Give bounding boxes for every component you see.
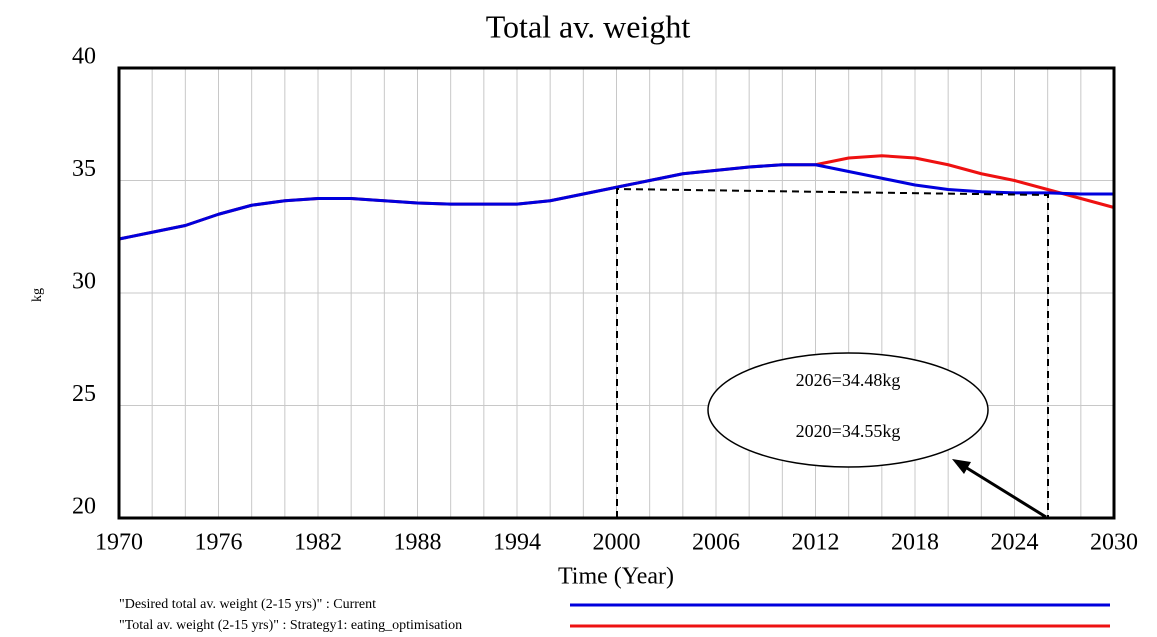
x-tick-label: 1976 [195, 530, 243, 556]
annotation-text: 2026=34.48kg [796, 370, 901, 390]
y-axis-label: kg [30, 288, 45, 302]
x-tick-label: 2012 [792, 530, 840, 556]
y-tick-label: 35 [72, 156, 96, 182]
arrow-head [952, 459, 971, 474]
y-tick-label: 40 [72, 44, 96, 70]
grid [118, 67, 1115, 519]
y-tick-label: 25 [72, 381, 96, 407]
x-tick-label: 2000 [593, 530, 641, 556]
x-tick-label: 1970 [95, 530, 143, 556]
annotation: 2026=34.48kg 2020=34.55kg [616, 187, 1049, 519]
x-tick-label: 2018 [891, 530, 939, 556]
y-tick-label: 20 [72, 494, 96, 520]
annotation-text: 2020=34.55kg [796, 421, 901, 441]
callout [707, 352, 989, 468]
legend: "Desired total av. weight (2-15 yrs)" : … [119, 597, 1110, 633]
legend-label: "Desired total av. weight (2-15 yrs)" : … [119, 597, 376, 612]
x-tick-label: 1982 [294, 530, 342, 556]
x-tick-label: 2024 [991, 530, 1039, 556]
chart-title: Total av. weight [486, 8, 691, 44]
guide-lines [616, 187, 1049, 518]
legend-label: "Total av. weight (2-15 yrs)" : Strategy… [119, 618, 462, 633]
lines [118, 154, 1115, 241]
series-line [118, 163, 1114, 241]
arrow [961, 463, 1047, 519]
x-tick-label: 1994 [493, 530, 541, 556]
x-tick-label: 2006 [692, 530, 740, 556]
x-tick-label: 1988 [394, 530, 442, 556]
x-tick-label: 2030 [1090, 530, 1138, 556]
y-tick-label: 30 [72, 269, 96, 295]
x-axis-label: Time (Year) [558, 564, 674, 590]
